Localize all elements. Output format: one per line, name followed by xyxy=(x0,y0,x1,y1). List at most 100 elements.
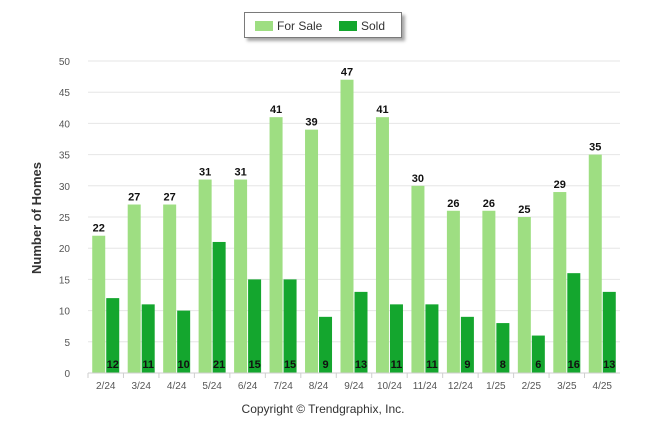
data-label-sold: 11 xyxy=(391,359,403,371)
y-axis-title: Number of Homes xyxy=(29,162,44,274)
x-tick-label: 9/24 xyxy=(344,381,364,392)
y-tick-label: 40 xyxy=(59,119,71,130)
data-label-sold: 9 xyxy=(322,359,328,371)
bar-for-sale xyxy=(375,117,389,373)
bar-sold xyxy=(496,323,510,373)
data-label-sold: 11 xyxy=(142,359,154,371)
bar-sold xyxy=(460,316,474,373)
x-tick-label: 8/24 xyxy=(309,381,329,392)
data-label-for-sale: 47 xyxy=(341,67,353,79)
data-label-for-sale: 25 xyxy=(518,204,530,216)
bar-sold xyxy=(531,335,545,373)
x-tick-label: 4/25 xyxy=(593,381,613,392)
data-label-for-sale: 27 xyxy=(164,192,176,204)
data-label-sold: 13 xyxy=(603,359,615,371)
data-label-sold: 6 xyxy=(535,359,541,371)
bar-for-sale xyxy=(163,204,177,373)
legend-label-sold: Sold xyxy=(361,19,386,33)
y-tick-label: 45 xyxy=(59,88,71,99)
bar-for-sale xyxy=(305,129,319,373)
data-label-sold: 9 xyxy=(464,359,470,371)
data-label-for-sale: 27 xyxy=(128,192,140,204)
y-tick-label: 35 xyxy=(59,151,71,162)
bar-sold xyxy=(389,304,403,373)
copyright-footer: Copyright © Trendgraphix, Inc. xyxy=(241,402,405,416)
bar-for-sale xyxy=(517,217,531,373)
x-tick-label: 11/24 xyxy=(413,381,438,392)
data-label-sold: 21 xyxy=(213,359,225,371)
x-tick-label: 1/25 xyxy=(486,381,506,392)
bar-for-sale xyxy=(127,204,141,373)
bar-sold xyxy=(177,310,191,373)
data-label-sold: 16 xyxy=(568,359,580,371)
bar-sold xyxy=(283,279,297,373)
data-label-for-sale: 41 xyxy=(376,104,388,116)
y-tick-label: 0 xyxy=(64,369,70,380)
bar-for-sale xyxy=(198,179,212,373)
bar-for-sale xyxy=(269,117,283,373)
data-label-sold: 12 xyxy=(107,359,119,371)
y-tick-label: 15 xyxy=(59,275,71,286)
legend-swatch-sold xyxy=(339,21,357,31)
bar-sold xyxy=(425,304,439,373)
bar-sold xyxy=(248,279,262,373)
data-label-for-sale: 22 xyxy=(93,223,105,235)
y-axis: 0 5 10 15 20 25 30 35 40 45 50 xyxy=(59,57,71,380)
y-tick-label: 10 xyxy=(59,307,71,318)
legend-item-for-sale[interactable]: For Sale xyxy=(255,19,322,33)
x-tick-label: 3/24 xyxy=(131,381,151,392)
bar-sold xyxy=(319,316,333,373)
x-tick-label: 6/24 xyxy=(238,381,258,392)
bar-for-sale xyxy=(411,185,425,373)
bar-sold xyxy=(106,298,120,373)
bar-for-sale xyxy=(553,192,567,373)
x-axis: 2/24 3/24 4/24 5/24 6/24 7/24 8/24 9/24 10/24 11/… xyxy=(87,372,620,392)
x-tick-label: 5/24 xyxy=(202,381,222,392)
legend-swatch-for-sale xyxy=(255,21,273,31)
bar-for-sale xyxy=(446,210,460,373)
data-label-for-sale: 26 xyxy=(483,198,495,210)
bar-for-sale xyxy=(340,79,354,373)
data-label-for-sale: 39 xyxy=(305,117,317,129)
y-tick-label: 50 xyxy=(59,57,71,68)
y-tick-label: 25 xyxy=(59,213,71,224)
x-tick-label: 4/24 xyxy=(167,381,187,392)
bar-sold xyxy=(212,241,226,373)
bar-sold xyxy=(602,291,616,373)
bar-for-sale xyxy=(482,210,496,373)
y-tick-label: 5 xyxy=(64,338,70,349)
data-label-sold: 15 xyxy=(284,359,296,371)
x-tick-label: 3/25 xyxy=(557,381,577,392)
data-label-sold: 11 xyxy=(426,359,438,371)
bar-for-sale xyxy=(588,154,602,373)
x-tick-label: 10/24 xyxy=(377,381,402,392)
y-tick-label: 30 xyxy=(59,182,71,193)
bar-sold xyxy=(141,304,155,373)
x-tick-label: 7/24 xyxy=(273,381,293,392)
data-label-sold: 8 xyxy=(500,359,506,371)
grid-lines xyxy=(88,60,620,374)
data-label-for-sale: 29 xyxy=(554,179,566,191)
data-label-sold: 13 xyxy=(355,359,367,371)
x-tick-label: 2/25 xyxy=(522,381,542,392)
data-label-for-sale: 35 xyxy=(589,142,601,154)
bar-for-sale xyxy=(234,179,248,373)
data-label-for-sale: 41 xyxy=(270,104,282,116)
bar-sold xyxy=(354,291,368,373)
data-label-for-sale: 31 xyxy=(199,167,211,179)
bar-for-sale xyxy=(92,235,106,373)
bars: 22 12 27 11 27 10 31 21 31 15 41 15 39 9 47 13 41 11 30 11 2… xyxy=(92,67,616,373)
legend-item-sold[interactable]: Sold xyxy=(339,19,385,33)
legend-label-for-sale: For Sale xyxy=(277,19,323,33)
data-label-sold: 10 xyxy=(178,359,190,371)
legend: For Sale Sold xyxy=(244,12,402,38)
y-tick-label: 20 xyxy=(59,244,71,255)
bar-sold xyxy=(567,273,581,373)
x-tick-label: 2/24 xyxy=(96,381,116,392)
data-label-for-sale: 30 xyxy=(412,173,424,185)
data-label-sold: 15 xyxy=(248,359,260,371)
x-tick-label: 12/24 xyxy=(448,381,473,392)
data-label-for-sale: 26 xyxy=(447,198,459,210)
data-label-for-sale: 31 xyxy=(234,167,246,179)
